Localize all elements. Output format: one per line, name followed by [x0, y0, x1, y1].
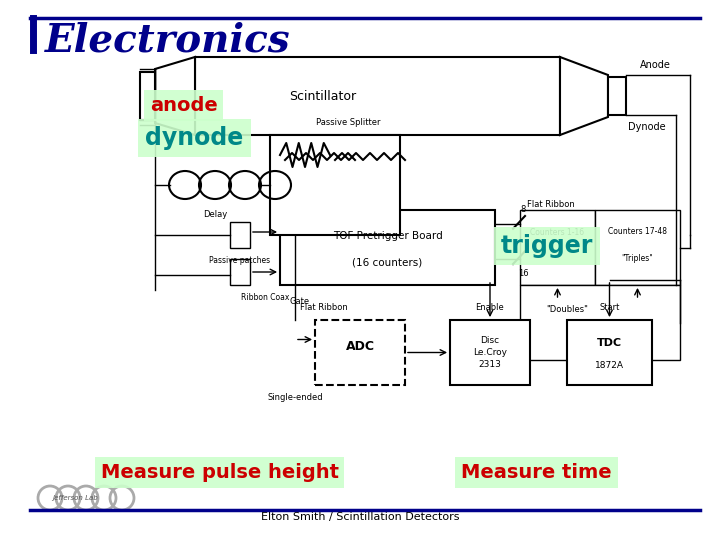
Text: Anode: Anode	[640, 60, 671, 70]
Text: Single-ended: Single-ended	[267, 393, 323, 402]
FancyBboxPatch shape	[195, 57, 560, 135]
Text: TDC: TDC	[597, 338, 622, 348]
Text: Flat Ribbon: Flat Ribbon	[300, 303, 348, 312]
Text: Flat Ribbon: Flat Ribbon	[527, 200, 575, 209]
Text: 8: 8	[521, 205, 526, 214]
FancyBboxPatch shape	[230, 259, 250, 285]
Text: dynode: dynode	[145, 126, 243, 150]
Text: Gate: Gate	[290, 298, 310, 307]
FancyBboxPatch shape	[595, 210, 680, 285]
Text: "Doubles": "Doubles"	[546, 305, 588, 314]
Text: (16 counters): (16 counters)	[352, 258, 423, 267]
Text: Scintillator: Scintillator	[289, 90, 356, 103]
Text: Delay: Delay	[203, 210, 227, 219]
Text: Passive Splitter: Passive Splitter	[316, 118, 380, 127]
Text: Jefferson Lab: Jefferson Lab	[52, 495, 98, 501]
FancyBboxPatch shape	[270, 135, 400, 235]
FancyBboxPatch shape	[280, 210, 495, 285]
Text: Counters 17-48: Counters 17-48	[608, 226, 667, 235]
Text: TOF Pretrigger Board: TOF Pretrigger Board	[333, 231, 442, 241]
Text: Ribbon Coax: Ribbon Coax	[240, 293, 289, 302]
FancyBboxPatch shape	[140, 72, 155, 120]
Text: Dynode: Dynode	[628, 122, 665, 132]
Text: trigger: trigger	[501, 234, 593, 258]
FancyBboxPatch shape	[520, 285, 680, 360]
Text: Passive patches: Passive patches	[210, 256, 271, 265]
Text: Enable: Enable	[476, 303, 505, 312]
Text: "Triples": "Triples"	[621, 254, 653, 263]
Text: Disc
Le.Croy
2313: Disc Le.Croy 2313	[473, 336, 507, 369]
Text: ADC: ADC	[346, 340, 374, 353]
Text: anode: anode	[150, 96, 217, 115]
Text: Counters 1-16: Counters 1-16	[531, 228, 585, 237]
Polygon shape	[560, 57, 608, 135]
FancyBboxPatch shape	[608, 77, 626, 115]
FancyBboxPatch shape	[567, 320, 652, 385]
Polygon shape	[155, 57, 195, 135]
FancyBboxPatch shape	[315, 320, 405, 385]
Text: 1872A: 1872A	[595, 361, 624, 370]
Text: Electronics: Electronics	[45, 21, 291, 59]
Text: Elton Smith / Scintillation Detectors: Elton Smith / Scintillation Detectors	[261, 512, 459, 522]
FancyBboxPatch shape	[450, 320, 530, 385]
FancyBboxPatch shape	[230, 222, 250, 248]
Text: Start: Start	[599, 303, 620, 312]
Text: 16: 16	[518, 268, 528, 278]
FancyBboxPatch shape	[520, 210, 595, 285]
Text: Measure pulse height: Measure pulse height	[101, 463, 338, 482]
Text: Measure time: Measure time	[461, 463, 612, 482]
